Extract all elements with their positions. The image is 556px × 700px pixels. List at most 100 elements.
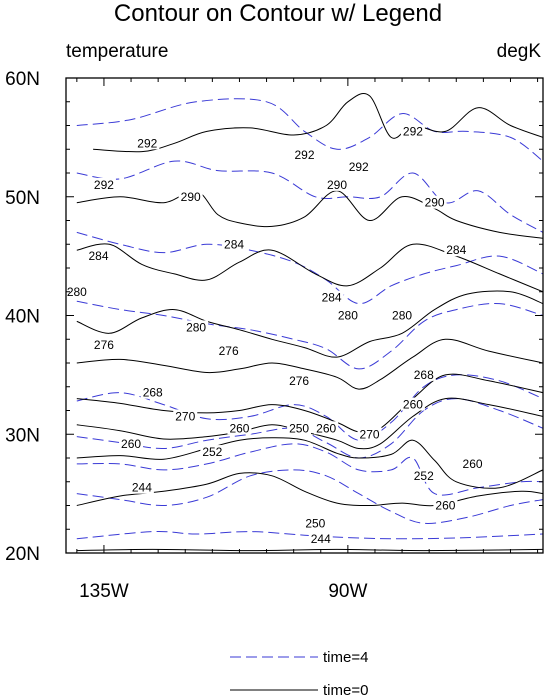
contour-line-time0-280-3 <box>76 290 543 358</box>
x-tick-label-135W: 135W <box>79 581 129 602</box>
contour-line-time4-252-6 <box>76 443 543 496</box>
contour-label-280-10: 280 <box>67 285 87 299</box>
contour-line-time4-292-0 <box>76 98 543 162</box>
contour-label-bg-20 <box>173 409 198 423</box>
contour-label-bg-29 <box>460 456 485 470</box>
contour-label-bg-1 <box>91 177 116 191</box>
contour-label-bg-18 <box>287 373 312 387</box>
contour-label-bg-26 <box>200 445 225 459</box>
contour-label-bg-31 <box>433 498 458 512</box>
contour-label-276-17: 276 <box>219 344 239 358</box>
contour-label-bg-33 <box>303 516 328 530</box>
contour-line-time0-244-8 <box>76 472 543 507</box>
contour-label-250-22: 250 <box>289 421 309 435</box>
y-tick-label-50N: 50N <box>5 188 40 209</box>
contour-label-290-7: 290 <box>425 196 445 210</box>
contour-label-260-29: 260 <box>463 457 483 471</box>
contour-label-292-6: 292 <box>403 124 423 138</box>
contour-label-290-4: 290 <box>327 178 347 192</box>
contour-line-time4-280-3 <box>76 300 543 370</box>
contour-label-bg-32 <box>129 480 154 494</box>
contour-label-270-24: 270 <box>360 427 380 441</box>
contour-label-244-32: 244 <box>132 481 152 495</box>
contour-label-bg-6 <box>400 124 425 138</box>
contour-label-bg-4 <box>325 177 350 191</box>
contour-label-bg-13 <box>335 308 360 322</box>
contour-label-280-13: 280 <box>338 309 358 323</box>
contour-label-bg-19 <box>140 385 165 399</box>
contour-label-284-8: 284 <box>224 237 244 251</box>
contour-label-268-19: 268 <box>143 386 163 400</box>
contour-label-bg-15 <box>184 320 209 334</box>
contour-label-bg-34 <box>308 531 333 545</box>
contour-line-time0-252-7 <box>76 437 543 489</box>
contour-label-290-2: 290 <box>181 190 201 204</box>
contour-label-bg-30 <box>411 468 436 482</box>
contour-label-bg-17 <box>216 344 241 358</box>
contour-label-bg-11 <box>444 243 469 257</box>
contour-label-270-20: 270 <box>175 409 195 423</box>
contour-label-284-11: 284 <box>446 243 466 257</box>
contour-label-bg-0 <box>135 136 160 150</box>
chart-title: Contour on Contour w/ Legend <box>113 0 443 27</box>
contour-line-time4-250-8 <box>76 530 543 540</box>
legend-label-0: time=4 <box>323 649 368 666</box>
contour-label-284-12: 284 <box>322 291 342 305</box>
contour-label-292-0: 292 <box>137 136 157 150</box>
contour-label-bg-25 <box>119 436 144 450</box>
contour-label-260-21: 260 <box>229 421 249 435</box>
contour-line-time0-270-5 <box>76 373 543 434</box>
contour-label-244-34: 244 <box>311 532 331 546</box>
contour-line-time4-270-4 <box>76 374 543 441</box>
contour-line-time0-250-9 <box>76 548 543 552</box>
contour-line-time4-244-7 <box>76 469 543 524</box>
contour-label-292-1: 292 <box>94 178 114 192</box>
y-tick-label-20N: 20N <box>5 544 40 565</box>
contour-label-bg-12 <box>319 290 344 304</box>
contour-label-bg-24 <box>357 427 382 441</box>
contour-label-280-14: 280 <box>392 309 412 323</box>
contour-label-260-23: 260 <box>316 421 336 435</box>
contour-line-time0-276-4 <box>76 338 543 390</box>
contour-label-284-9: 284 <box>89 249 109 263</box>
right-string: degK <box>496 41 541 62</box>
y-tick-label-30N: 30N <box>5 425 40 446</box>
contour-label-bg-28 <box>400 397 425 411</box>
contour-label-bg-7 <box>422 195 447 209</box>
contour-label-268-27: 268 <box>414 368 434 382</box>
contour-label-276-18: 276 <box>289 374 309 388</box>
contour-label-260-25: 260 <box>121 437 141 451</box>
contour-line-time4-290-1 <box>76 160 543 233</box>
contour-label-bg-8 <box>222 237 247 251</box>
y-tick-label-40N: 40N <box>5 307 40 328</box>
contour-label-bg-21 <box>227 421 252 435</box>
contour-label-bg-14 <box>390 308 415 322</box>
contour-label-276-16: 276 <box>94 338 114 352</box>
contour-label-bg-9 <box>86 249 111 263</box>
contour-line-time0-292-0 <box>93 93 543 153</box>
x-tick-label-90W: 90W <box>328 581 367 602</box>
contour-label-bg-5 <box>346 160 371 174</box>
contour-label-bg-3 <box>292 148 317 162</box>
contour-label-260-31: 260 <box>435 499 455 513</box>
contour-label-260-28: 260 <box>403 398 423 412</box>
contour-label-bg-27 <box>411 367 436 381</box>
contour-label-292-5: 292 <box>349 160 369 174</box>
contour-line-time0-260-6 <box>76 397 543 450</box>
contour-label-bg-16 <box>91 338 116 352</box>
left-string: temperature <box>66 41 169 62</box>
contour-label-292-3: 292 <box>294 148 314 162</box>
contour-label-250-33: 250 <box>305 516 325 530</box>
contour-label-bg-23 <box>314 421 339 435</box>
contour-line-time0-290-1 <box>76 190 543 239</box>
y-tick-label-60N: 60N <box>5 69 40 90</box>
contour-label-bg-2 <box>178 189 203 203</box>
contour-label-bg-22 <box>287 421 312 435</box>
contour-label-280-15: 280 <box>186 320 206 334</box>
legend-label-1: time=0 <box>323 682 368 699</box>
contour-label-252-26: 252 <box>202 445 222 459</box>
contour-label-bg-10 <box>64 284 89 298</box>
contour-label-252-30: 252 <box>414 469 434 483</box>
